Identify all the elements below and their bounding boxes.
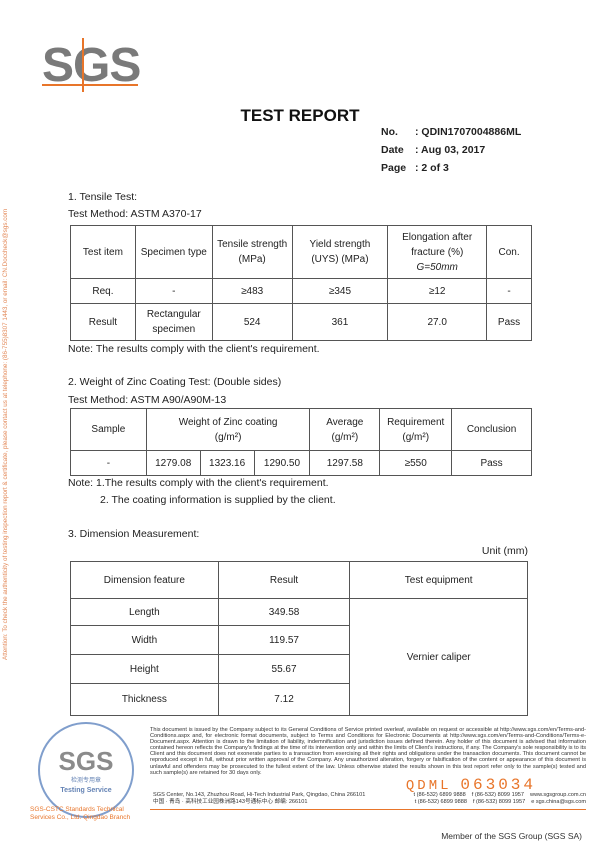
report-number: No.: QDIN1707004886ML — [381, 126, 522, 138]
footer: This document is issued by the Company s… — [150, 727, 586, 810]
address-en: SGS Center, No.143, Zhuzhou Road, Hi-Tec… — [153, 791, 586, 798]
zinc-note-1: Note: 1.The results comply with the clie… — [68, 477, 329, 489]
address-cn: 中国 · 青岛 · 高科技工业园株洲路143号通标中心 邮编: 266101 t … — [153, 799, 586, 806]
table-row: Req. - ≥483 ≥345 ≥12- — [70, 278, 532, 304]
zinc-note-2: 2. The coating information is supplied b… — [100, 494, 336, 506]
zinc-method: Test Method: ASTM A90/A90M-13 — [68, 394, 227, 406]
table-row: Thickness 7.12 — [70, 683, 528, 716]
serial-number: QDML 063034 — [405, 775, 536, 794]
table-header-row: Test item Specimen type Tensile strength (… — [70, 225, 532, 279]
authenticity-notice: Attention: To check the authenticity of … — [2, 208, 9, 660]
dimension-heading: 3. Dimension Measurement: — [68, 528, 200, 540]
table-header-row: Dimension feature Result Test equipment — [70, 561, 528, 599]
stamp-ring-text: SGS-CSTC Standards Technical Services Co… — [30, 806, 131, 821]
report-date: Date: Aug 03, 2017 — [381, 144, 486, 156]
sgs-logo: SGS — [42, 38, 141, 92]
tensile-method: Test Method: ASTM A370-17 — [68, 208, 202, 220]
terms-fine-print: This document is issued by the Company s… — [150, 727, 586, 776]
table-row: Length 349.58 Vernier caliper — [70, 598, 528, 716]
report-page: Page: 2 of 3 — [381, 162, 449, 174]
table-header-row: Sample Weight of Zinc coating (g/m²) Aver… — [70, 408, 532, 451]
dimension-unit: Unit (mm) — [481, 545, 528, 557]
member-text: Member of the SGS Group (SGS SA) — [441, 831, 582, 841]
table-row: -1279.08 1323.16 1290.50 1297.58 ≥550 Pass — [70, 450, 532, 476]
table-row: Result Rectangular specimen 524 361 27.0 Pass — [70, 303, 532, 341]
zinc-heading: 2. Weight of Zinc Coating Test: (Double … — [68, 376, 282, 388]
footer-divider — [150, 808, 586, 810]
tensile-table: Test item Specimen type Tensile strength (… — [70, 225, 532, 341]
dimension-table: Dimension feature Result Test equipment Le… — [70, 561, 528, 716]
zinc-table: Sample Weight of Zinc coating (g/m²) Aver… — [70, 408, 532, 476]
page-title: TEST REPORT — [240, 106, 360, 125]
tensile-note: Note: The results comply with the client… — [68, 343, 320, 355]
tensile-heading: 1. Tensile Test: — [68, 191, 138, 203]
testing-service-stamp: SGS 检测专用章 Testing Service — [38, 722, 134, 818]
